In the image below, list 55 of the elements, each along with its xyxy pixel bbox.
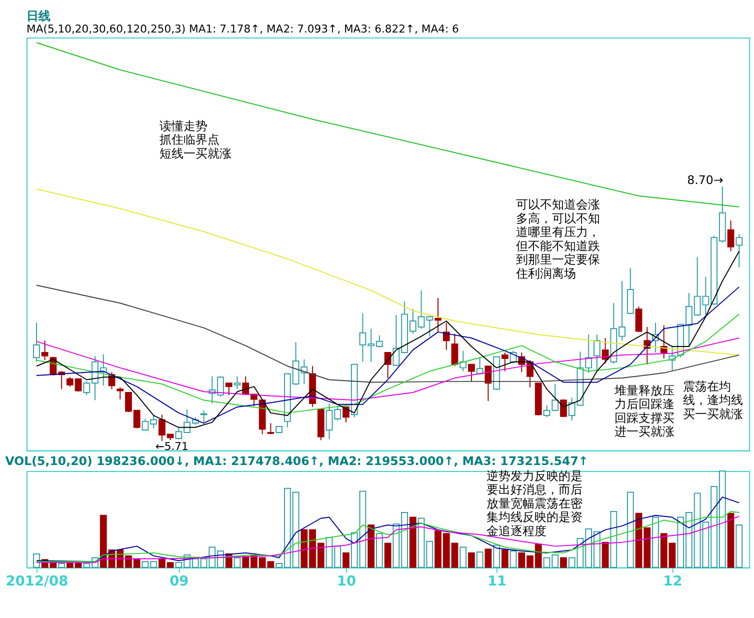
candlestick [442,322,450,350]
candlestick [727,220,734,252]
bar [484,548,492,568]
x-tick-label: 11 [487,574,507,590]
bar [342,552,350,568]
bar [727,512,734,568]
x-tick-label: 09 [170,574,189,590]
annotation: 逆势发力反映的是要出好消息，而后放量宽幅震荡在密集均线反映的是资金追逐程度 [486,468,583,538]
candlestick [384,352,392,379]
bar [58,563,66,568]
bar [493,544,500,568]
candlestick [342,406,350,423]
candlestick [434,298,442,333]
bar [384,542,392,568]
bar [510,550,517,568]
annotation: 8.70→ [687,172,724,187]
bar [409,516,416,568]
bar [501,550,508,568]
candlestick [460,350,467,372]
bar [602,542,609,568]
x-tick-label: 2012/08 [6,574,68,590]
annotation: 读懂走势抓住临界点短线一买就涨 [159,118,232,160]
candlestick [41,340,48,361]
bar [736,524,743,568]
bar [368,524,375,568]
candlestick [234,376,241,390]
annotation: 可以不知道会涨多高，可以不知道哪里有压力，但不能不知道跌到那里一定要保住利润离场 [515,198,600,280]
candlestick [225,382,232,396]
bar [652,516,659,568]
candlestick [635,306,642,333]
bar [610,511,618,568]
bar [376,533,383,568]
annotation: 震荡在均线，逢均线买一买就涨 [683,379,744,421]
chart-title: 日线 [26,8,51,23]
bar [626,492,634,568]
candlestick [626,268,634,315]
x-tick-label: 12 [663,574,682,590]
bar [234,557,241,568]
candlestick [451,333,458,367]
candlestick [501,352,508,372]
bar [560,557,567,568]
bar [460,546,467,568]
bar [468,552,475,568]
bar [476,551,484,568]
candlestick [660,324,668,359]
candlestick [736,234,743,268]
annotation: ←5.71 [155,440,188,453]
annotation: 堆量释放压力后回踩逢回踩支撑买进一买就涨 [613,383,674,439]
candlestick [468,364,475,382]
chart-subtitle: MA(5,10,20,30,60,120,250,3) MA1: 7.178↑, MA2: 7.093↑, MA3: 6.822↑, MA4: 6 [26,22,460,36]
x-tick-label: 10 [336,574,356,590]
chart-title: VOL(5,10,20) 198236.000↓, MA1: 217478.406↑, MA2: 219553.000↑, MA3: 173215.547↑ [5,454,588,468]
candlestick [594,334,600,373]
candlestick [116,386,124,400]
candlestick [33,322,40,362]
